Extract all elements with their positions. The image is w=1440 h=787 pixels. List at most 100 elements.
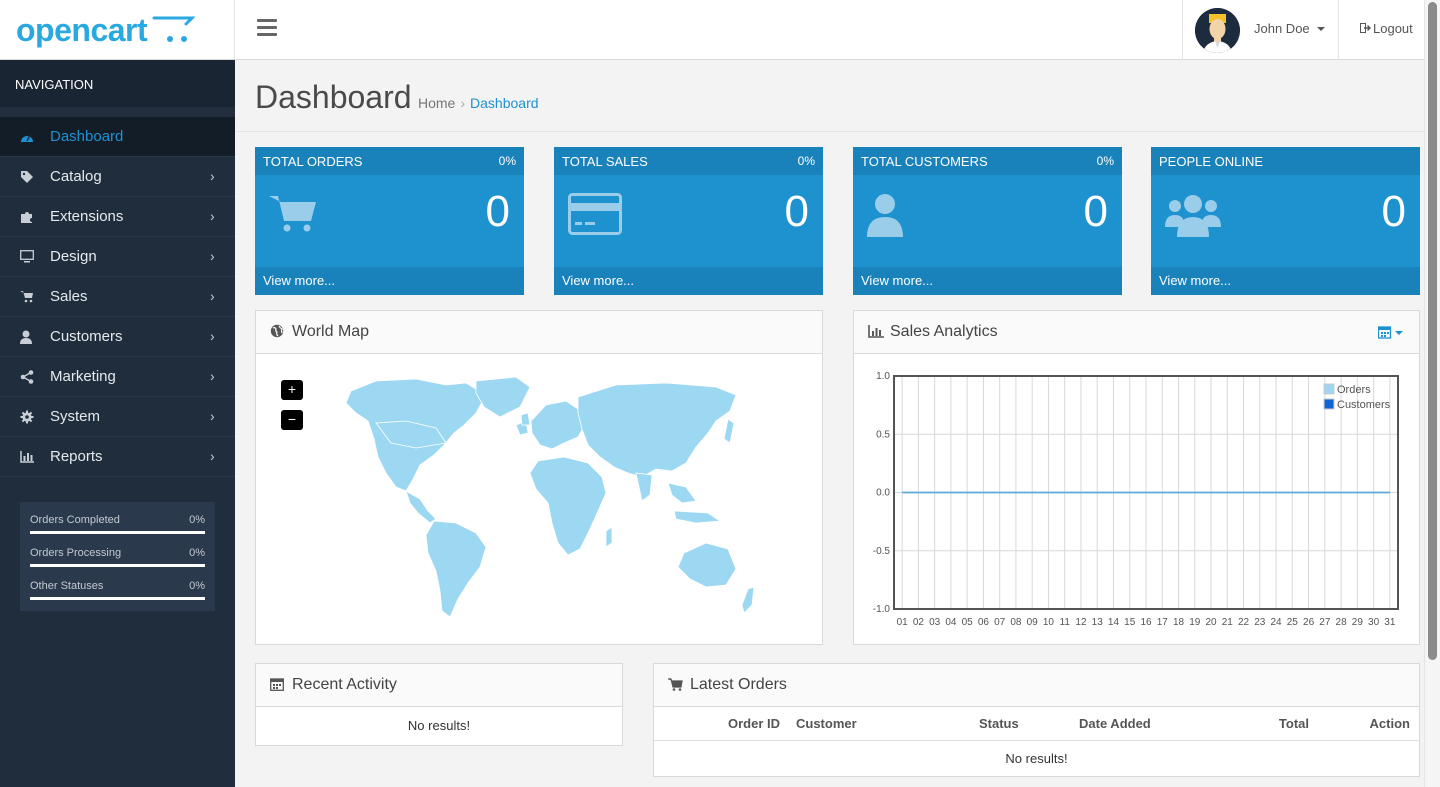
tile-percent: 0% bbox=[498, 154, 516, 168]
tile-heading: TOTAL CUSTOMERS 0% bbox=[853, 147, 1122, 175]
recent-activity-title: Recent Activity bbox=[292, 676, 397, 693]
sidebar-item-design[interactable]: Design › bbox=[0, 237, 235, 277]
date-range-dropdown[interactable] bbox=[1377, 325, 1404, 344]
stat-label: Other Statuses bbox=[30, 580, 104, 592]
hamburger-icon bbox=[257, 19, 277, 22]
view-more-link[interactable]: View more... bbox=[1151, 267, 1420, 295]
column-header-customer[interactable]: Customer bbox=[796, 715, 857, 731]
user-icon bbox=[867, 193, 903, 240]
tile-total-sales: TOTAL SALES 0% 0 View more... bbox=[554, 147, 823, 295]
latest-orders-table: Order ID Customer Status Date Added Tota… bbox=[654, 707, 1419, 776]
chevron-right-icon: › bbox=[210, 208, 215, 224]
y-tick-label: -1.0 bbox=[873, 604, 891, 615]
stat-value: 0% bbox=[189, 580, 205, 592]
y-tick-label: 0.0 bbox=[876, 488, 890, 499]
x-tick-label: 26 bbox=[1303, 617, 1315, 628]
tile-title: TOTAL SALES bbox=[562, 154, 648, 169]
stat-progress-bar bbox=[30, 564, 205, 567]
stat-label: Orders Completed bbox=[30, 514, 120, 526]
sign-out-icon bbox=[1360, 23, 1371, 36]
chevron-right-icon: › bbox=[210, 448, 215, 464]
sidebar-item-label: Reports bbox=[50, 448, 103, 465]
world-map-canvas[interactable] bbox=[316, 373, 776, 623]
calendar-icon bbox=[270, 677, 286, 696]
column-header-status[interactable]: Status bbox=[979, 715, 1019, 731]
sidebar-item-dashboard[interactable]: Dashboard bbox=[0, 117, 235, 157]
logo-cart-icon bbox=[152, 16, 196, 42]
stat-progress-bar bbox=[30, 531, 205, 534]
scrollbar-thumb[interactable] bbox=[1428, 2, 1437, 660]
x-tick-label: 31 bbox=[1384, 617, 1396, 628]
chevron-right-icon: › bbox=[210, 408, 215, 424]
legend-label: Orders bbox=[1337, 384, 1371, 396]
dashboard-icon bbox=[20, 130, 34, 144]
map-zoom-in-button[interactable]: + bbox=[281, 380, 303, 400]
x-tick-label: 27 bbox=[1319, 617, 1331, 628]
view-more-link[interactable]: View more... bbox=[554, 267, 823, 295]
sales-analytics-heading: Sales Analytics bbox=[854, 311, 1419, 354]
x-tick-label: 07 bbox=[994, 617, 1006, 628]
sidebar-toggle-button[interactable] bbox=[255, 16, 281, 42]
tile-value: 0 bbox=[784, 187, 809, 236]
chevron-right-icon: › bbox=[210, 328, 215, 344]
breadcrumb: Home › Dashboard bbox=[418, 95, 539, 111]
sidebar-item-catalog[interactable]: Catalog › bbox=[0, 157, 235, 197]
recent-activity-heading: Recent Activity bbox=[256, 664, 622, 707]
user-menu-dropdown[interactable]: John Doe bbox=[1182, 0, 1339, 60]
x-tick-label: 28 bbox=[1336, 617, 1348, 628]
sidebar-item-customers[interactable]: Customers › bbox=[0, 317, 235, 357]
tile-title: TOTAL CUSTOMERS bbox=[861, 154, 988, 169]
sidebar-item-reports[interactable]: Reports › bbox=[0, 437, 235, 477]
map-zoom-out-button[interactable]: − bbox=[281, 410, 303, 430]
breadcrumb-current[interactable]: Dashboard bbox=[470, 95, 539, 111]
column-header-order-id[interactable]: Order ID bbox=[727, 715, 780, 731]
sales-analytics-chart[interactable]: 1.0 0.5 0.0 -0.5 -1.0 01 02 03 04 05 06 07 08 09 10 11 1… bbox=[854, 355, 1419, 645]
legend-swatch bbox=[1323, 383, 1335, 395]
bar-chart-icon bbox=[868, 325, 884, 343]
x-tick-label: 02 bbox=[913, 617, 925, 628]
tile-body: 0 bbox=[554, 175, 823, 267]
tile-heading: TOTAL SALES 0% bbox=[554, 147, 823, 175]
page-title: Dashboard bbox=[255, 79, 412, 115]
x-tick-label: 29 bbox=[1352, 617, 1364, 628]
table-row: No results! bbox=[654, 740, 1419, 776]
sidebar-item-system[interactable]: System › bbox=[0, 397, 235, 437]
user-icon bbox=[20, 330, 34, 344]
latest-orders-empty: No results! bbox=[1005, 750, 1068, 766]
sidebar-item-marketing[interactable]: Marketing › bbox=[0, 357, 235, 397]
column-header-date-added[interactable]: Date Added bbox=[1079, 715, 1151, 731]
x-tick-label: 11 bbox=[1060, 617, 1071, 628]
world-map-heading: World Map bbox=[256, 311, 822, 354]
x-tick-label: 16 bbox=[1140, 617, 1152, 628]
sales-analytics-panel: Sales Analytics 1.0 0.5 0.0 -0.5 -1.0 01 02 03 0… bbox=[853, 310, 1420, 645]
order-stats-box: Orders Completed 0% Orders Processing 0% Oth… bbox=[20, 502, 215, 611]
column-header-total[interactable]: Total bbox=[1278, 715, 1309, 731]
tile-percent: 0% bbox=[797, 154, 815, 168]
x-tick-label: 06 bbox=[978, 617, 990, 628]
logo[interactable]: opencart bbox=[0, 0, 235, 60]
tags-icon bbox=[20, 170, 34, 184]
x-tick-label: 21 bbox=[1222, 617, 1234, 628]
table-header-row: Order ID Customer Status Date Added Tota… bbox=[654, 707, 1419, 740]
tile-total-customers: TOTAL CUSTOMERS 0% 0 View more... bbox=[853, 147, 1122, 295]
logout-link[interactable]: Logout bbox=[1360, 21, 1413, 36]
sidebar-item-extensions[interactable]: Extensions › bbox=[0, 197, 235, 237]
view-more-link[interactable]: View more... bbox=[853, 267, 1122, 295]
x-tick-label: 14 bbox=[1108, 617, 1120, 628]
page-scrollbar[interactable] bbox=[1424, 0, 1440, 787]
breadcrumb-home[interactable]: Home bbox=[418, 95, 456, 111]
puzzle-icon bbox=[20, 210, 34, 224]
x-tick-label: 03 bbox=[929, 617, 941, 628]
tile-body: 0 bbox=[255, 175, 524, 267]
sidebar-item-label: Catalog bbox=[50, 168, 102, 185]
world-map-panel: World Map + − bbox=[255, 310, 823, 645]
sidebar-item-sales[interactable]: Sales › bbox=[0, 277, 235, 317]
x-tick-label: 20 bbox=[1205, 617, 1217, 628]
tile-body: 0 bbox=[1151, 175, 1420, 267]
sidebar-item-label: Extensions bbox=[50, 208, 124, 225]
x-tick-label: 10 bbox=[1043, 617, 1055, 628]
view-more-link[interactable]: View more... bbox=[255, 267, 524, 295]
caret-down-icon bbox=[1317, 27, 1325, 31]
globe-icon bbox=[270, 324, 286, 343]
avatar bbox=[1195, 8, 1240, 53]
